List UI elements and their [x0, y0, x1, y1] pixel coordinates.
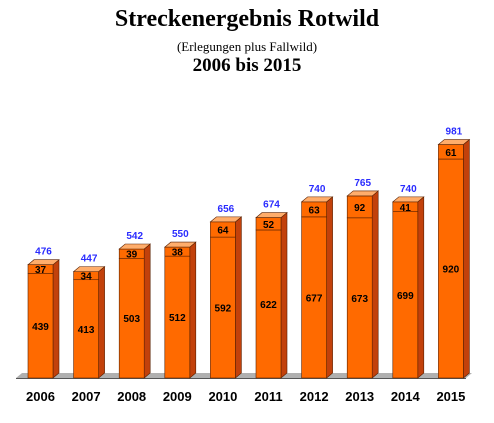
- bar-segment-lower: [392, 211, 419, 379]
- x-tick-label: 2012: [300, 389, 329, 404]
- chart-subtitle: (Erlegungen plus Fallwild): [176, 39, 318, 54]
- bar-top: [300, 196, 334, 203]
- value-label-upper: 52: [263, 220, 275, 231]
- bar-top: [437, 139, 471, 145]
- bar-side: [235, 216, 242, 379]
- x-tick-label: 2006: [26, 389, 55, 404]
- bar-top: [163, 241, 197, 248]
- chart-period: 2006 bis 2015: [192, 55, 302, 76]
- total-label: 765: [354, 178, 371, 189]
- bar-top: [346, 190, 380, 197]
- bar-top: [391, 196, 425, 203]
- bar-segment-lower: [27, 273, 54, 379]
- value-label-upper: 37: [35, 265, 47, 276]
- value-label-lower: 622: [260, 300, 277, 311]
- bar-top: [118, 243, 152, 250]
- bar-segment-lower: [73, 279, 99, 379]
- value-label-lower: 920: [443, 265, 460, 276]
- value-label-upper: 61: [445, 148, 457, 159]
- total-label: 656: [218, 204, 235, 215]
- value-label-upper: 41: [400, 203, 412, 214]
- x-tick-label: 2010: [208, 389, 237, 404]
- x-tick-label: 2008: [117, 389, 146, 404]
- total-label: 542: [126, 231, 143, 242]
- bar-side: [98, 265, 105, 379]
- total-label: 550: [172, 229, 189, 240]
- value-label-lower: 512: [169, 313, 186, 324]
- bar-top: [72, 266, 106, 272]
- bar-segment-lower: [301, 216, 327, 379]
- x-tick-label: 2015: [436, 389, 465, 404]
- bar-side: [371, 190, 379, 379]
- value-label-upper: 63: [309, 205, 321, 216]
- bar-side: [417, 196, 425, 379]
- total-label: 476: [35, 247, 52, 258]
- total-label: 740: [400, 184, 417, 195]
- value-label-upper: 64: [217, 225, 229, 236]
- x-tick-label: 2007: [72, 389, 101, 404]
- x-tick-label: 2011: [254, 389, 282, 404]
- value-label-lower: 592: [215, 304, 232, 315]
- chart-title: Streckenergebnis Rotwild: [114, 6, 380, 32]
- x-tick-label: 2014: [391, 389, 421, 404]
- bar-segment-lower: [210, 236, 236, 379]
- value-label-upper: 39: [126, 250, 138, 261]
- total-label: 981: [446, 127, 463, 138]
- value-label-upper: 92: [354, 203, 366, 214]
- value-label-lower: 503: [123, 314, 140, 325]
- value-label-upper: 34: [81, 272, 93, 283]
- bar-segment-lower: [346, 217, 373, 379]
- bar-top: [255, 212, 288, 218]
- x-tick-label: 2013: [345, 389, 374, 404]
- value-label-lower: 413: [78, 325, 95, 336]
- bar-side: [52, 259, 60, 379]
- bar-segment-lower: [118, 257, 145, 379]
- x-tick-label: 2009: [163, 389, 192, 404]
- value-label-upper: 38: [172, 248, 184, 259]
- bar-top: [209, 216, 243, 223]
- bar-side: [463, 138, 470, 379]
- bar-side: [326, 196, 333, 379]
- bar-side: [189, 241, 197, 379]
- value-label-lower: 673: [351, 294, 368, 305]
- total-label: 447: [81, 254, 98, 265]
- total-label: 674: [263, 200, 280, 211]
- bar-side: [280, 211, 288, 379]
- value-label-lower: 677: [306, 293, 323, 304]
- bar-top: [27, 259, 60, 266]
- value-label-lower: 439: [32, 322, 49, 333]
- bar-segment-lower: [438, 158, 464, 379]
- bar-side: [143, 243, 151, 379]
- value-label-lower: 699: [397, 291, 414, 302]
- total-label: 740: [309, 184, 326, 195]
